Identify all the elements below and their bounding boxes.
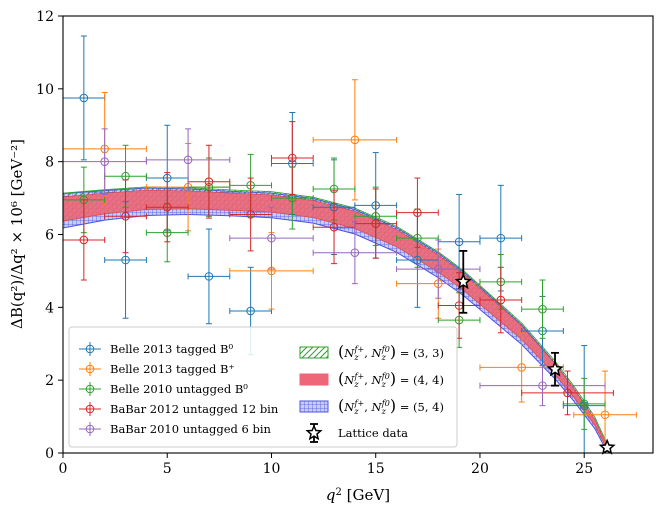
x-tick-label: 10: [263, 461, 281, 477]
legend-label: BaBar 2010 untagged 6 bin: [110, 422, 272, 436]
lattice-point: [546, 351, 564, 387]
y-tick-label: 4: [45, 300, 54, 316]
data-point: [479, 365, 606, 407]
legend-entry: Belle 2010 untagged B⁰: [79, 382, 248, 396]
data-point: [312, 221, 398, 285]
x-tick-label: 5: [163, 461, 172, 477]
legend-band-entry: (Nzf+, Nzf0) = (3, 3): [299, 342, 444, 362]
data-point: [63, 35, 106, 161]
legend-band-label: (Nzf+, Nzf0) = (3, 3): [338, 342, 444, 362]
data-point: [63, 199, 106, 281]
legend-band-label: (Nzf+, Nzf0) = (5, 4): [338, 396, 444, 416]
series-babar-2012-untagged-12-bin: [63, 121, 614, 416]
x-tick-label: 0: [59, 461, 68, 477]
legend-entry: BaBar 2010 untagged 6 bin: [79, 422, 272, 436]
y-tick-label: 10: [36, 82, 54, 98]
y-tick-label: 2: [45, 373, 54, 389]
y-tick-label: 8: [45, 155, 54, 171]
data-point: [104, 179, 147, 254]
legend-label: Belle 2010 untagged B⁰: [110, 382, 248, 396]
data-point: [63, 128, 147, 195]
data-point: [521, 370, 614, 416]
data-point: [312, 79, 398, 201]
data-point: [187, 228, 231, 325]
legend-band-label: (Nzf+, Nzf0) = (4, 4): [338, 369, 444, 389]
x-axis-label: q2 [GeV]: [326, 486, 390, 504]
x-tick-label: 20: [471, 461, 489, 477]
data-point: [396, 177, 439, 248]
y-tick-label: 0: [45, 446, 54, 462]
legend-label: BaBar 2012 untagged 12 bin: [110, 402, 279, 416]
data-point: [229, 177, 272, 252]
data-point: [229, 206, 314, 270]
data-series: [63, 35, 637, 453]
legend-entry: BaBar 2012 untagged 12 bin: [79, 402, 279, 416]
lattice-point: [454, 249, 472, 314]
data-point: [479, 266, 523, 334]
y-tick-label: 6: [45, 228, 54, 244]
data-point: [521, 279, 564, 339]
legend-lattice-label: Lattice data: [338, 426, 408, 440]
lattice-point: [598, 438, 616, 455]
data-point: [145, 172, 189, 243]
legend-label: Belle 2013 tagged B⁺: [110, 362, 235, 376]
data-point: [396, 239, 481, 299]
axis-ticks: 0 5 10 15 20 25 0 2 4 6 8 10 12: [36, 9, 593, 477]
legend-lattice-entry: Lattice data: [305, 423, 408, 443]
legend: Belle 2013 tagged B⁰ Belle 2013 tagged B⁺…: [68, 326, 458, 448]
x-tick-label: 15: [367, 461, 385, 477]
legend-entry: Belle 2013 tagged B⁺: [79, 362, 235, 376]
series-babar-2010-untagged-6-bin: [63, 128, 606, 407]
legend-label: Belle 2013 tagged B⁰: [110, 342, 233, 356]
legend-entry: Belle 2013 tagged B⁰: [79, 342, 233, 356]
y-axis-label: ΔB(q²)/Δq² × 10⁶ [GeV⁻²]: [8, 139, 26, 329]
legend-band-entry: (Nzf+, Nzf0) = (5, 4): [299, 396, 444, 416]
data-point: [270, 121, 314, 195]
x-tick-label: 25: [575, 461, 593, 477]
legend-box: [68, 326, 458, 448]
data-point: [145, 128, 231, 192]
lattice-series: [454, 249, 616, 455]
y-tick-label: 12: [36, 9, 54, 25]
data-point: [437, 272, 481, 339]
legend-band-entry: (Nzf+, Nzf0) = (4, 4): [299, 369, 444, 389]
data-point: [562, 377, 606, 430]
